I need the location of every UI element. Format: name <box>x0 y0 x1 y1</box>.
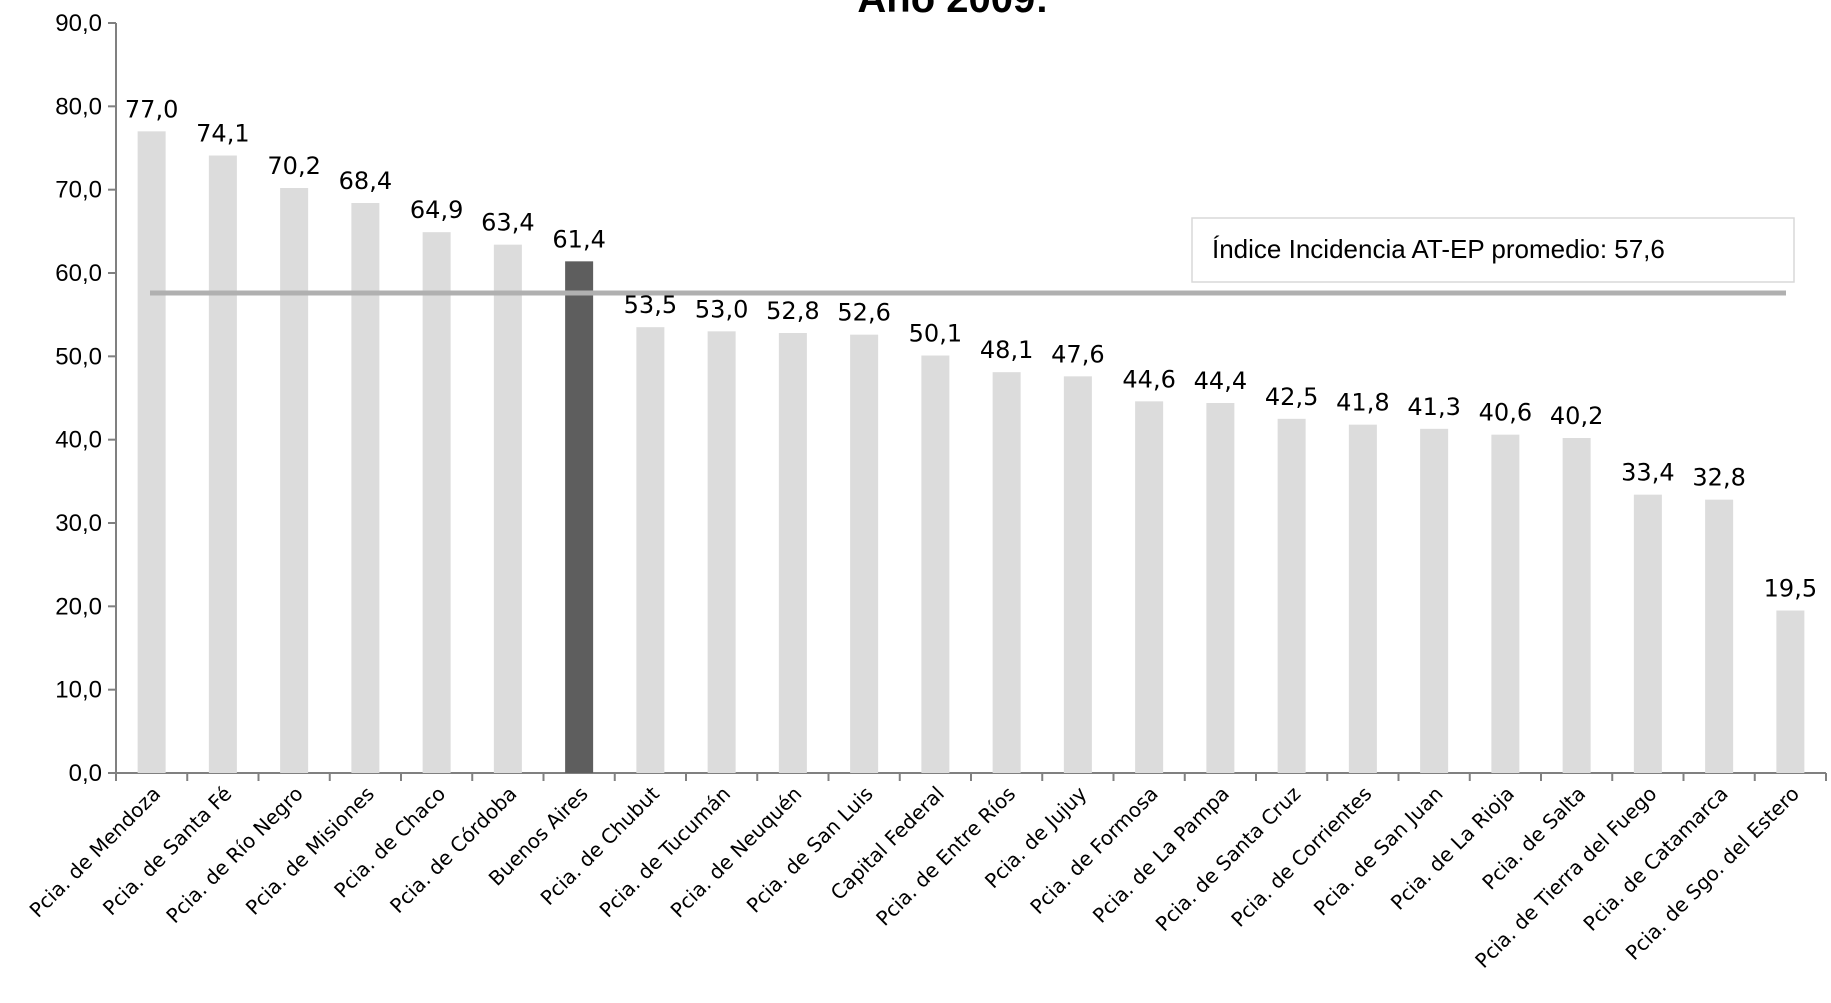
bar <box>208 155 237 773</box>
bar-value-label: 68,4 <box>339 167 392 195</box>
bar <box>1135 401 1164 773</box>
x-tick-label: Pcia. de Chubut <box>536 781 664 909</box>
y-tick-label: 60,0 <box>55 260 102 287</box>
bar <box>1491 434 1520 773</box>
bar-value-label: 63,4 <box>481 209 534 237</box>
bar <box>493 244 522 773</box>
bar-value-label: 40,6 <box>1479 399 1532 427</box>
average-annotation-box <box>1191 217 1795 283</box>
bar <box>921 355 950 773</box>
bar <box>636 327 665 773</box>
bar <box>1562 438 1591 773</box>
bar-value-label: 52,6 <box>837 299 890 327</box>
bar-value-label: 41,8 <box>1336 389 1389 417</box>
x-tick-label: Pcia. de San Juan <box>1309 782 1448 921</box>
y-tick-label: 80,0 <box>55 93 102 120</box>
bar-value-label: 41,3 <box>1407 393 1460 421</box>
x-tick-label: Pcia. de La Pampa <box>1088 782 1234 928</box>
bar <box>351 203 380 773</box>
bars <box>137 131 1805 774</box>
bar <box>778 333 807 773</box>
x-tick-label: Pcia. de Entre Ríos <box>871 782 1020 931</box>
bar <box>1348 424 1377 773</box>
bar <box>422 232 451 773</box>
bar-value-labels: 77,0 74,1 70,2 68,4 64,9 63,4 61,4 53,5 53,0 52,8… <box>125 95 1817 602</box>
bar-value-label: 53,0 <box>695 295 748 323</box>
chart-title: Año 2009: <box>857 0 1048 21</box>
x-tick-label: Pcia. de La Rioja <box>1386 782 1519 915</box>
bar-value-label: 42,5 <box>1265 383 1318 411</box>
bar <box>1277 418 1306 773</box>
average-annotation: Índice Incidencia AT-EP promedio: 57,6 <box>1191 217 1795 283</box>
y-tick-label: 40,0 <box>55 427 102 454</box>
y-tick-label: 90,0 <box>55 10 102 37</box>
bar-value-label: 61,4 <box>552 225 605 253</box>
y-tick-label: 10,0 <box>55 677 102 704</box>
x-tick-label: Pcia. de San Luis <box>742 782 878 918</box>
x-tick-label: Pcia. de Córdoba <box>385 782 521 918</box>
bar-value-label: 70,2 <box>267 152 320 180</box>
x-tick-label: Pcia. de Río Negro <box>161 782 307 928</box>
x-tick-label: Pcia. de Tucumán <box>595 782 736 923</box>
bar-value-label: 52,8 <box>766 297 819 325</box>
bar-value-label: 77,0 <box>125 95 178 123</box>
y-tick-label: 20,0 <box>55 593 102 620</box>
bar-value-label: 64,9 <box>410 196 463 224</box>
bar-value-label: 47,6 <box>1051 340 1104 368</box>
bar-value-label: 44,4 <box>1194 367 1247 395</box>
x-axis <box>115 772 1827 781</box>
bar-value-label: 53,5 <box>624 291 677 319</box>
bar-value-label: 44,6 <box>1122 365 1175 393</box>
bar <box>137 131 166 774</box>
bar-value-label: 32,8 <box>1692 464 1745 492</box>
bar <box>1063 376 1092 773</box>
x-tick-label: Pcia. de Misiones <box>241 782 379 920</box>
bar <box>707 331 736 773</box>
y-tick-label: 0,0 <box>69 760 102 787</box>
y-tick-label: 30,0 <box>55 510 102 537</box>
x-tick-label: Pcia. de Mendoza <box>25 782 166 923</box>
bar <box>280 188 309 773</box>
x-tick-label: Pcia. de Santa Fé <box>98 782 236 920</box>
bar <box>1633 494 1662 773</box>
bar-value-label: 48,1 <box>980 336 1033 364</box>
x-tick-label: Pcia. de Corrientes <box>1226 782 1376 932</box>
bar <box>850 334 879 773</box>
bar <box>1776 610 1805 773</box>
x-tick-label: Pcia. de Formosa <box>1025 782 1162 919</box>
bar-value-label: 40,2 <box>1550 402 1603 430</box>
y-tick-label: 70,0 <box>55 177 102 204</box>
x-tick-label: Pcia. de Neuquén <box>666 782 807 923</box>
bar <box>565 261 594 773</box>
bar <box>1705 499 1734 773</box>
bar-value-label: 33,4 <box>1621 459 1674 487</box>
average-annotation-label: Índice Incidencia AT-EP promedio: 57,6 <box>1212 234 1665 264</box>
bar <box>1206 403 1235 773</box>
bar <box>992 372 1021 773</box>
bar <box>1420 428 1449 773</box>
bar-value-label: 50,1 <box>909 320 962 348</box>
bar-value-label: 19,5 <box>1764 575 1817 603</box>
y-tick-label: 50,0 <box>55 343 102 370</box>
bar-value-label: 74,1 <box>196 120 249 148</box>
y-axis: 0,0 10,0 20,0 30,0 40,0 50,0 60,0 70,0 80,0 90,0 <box>55 10 117 787</box>
